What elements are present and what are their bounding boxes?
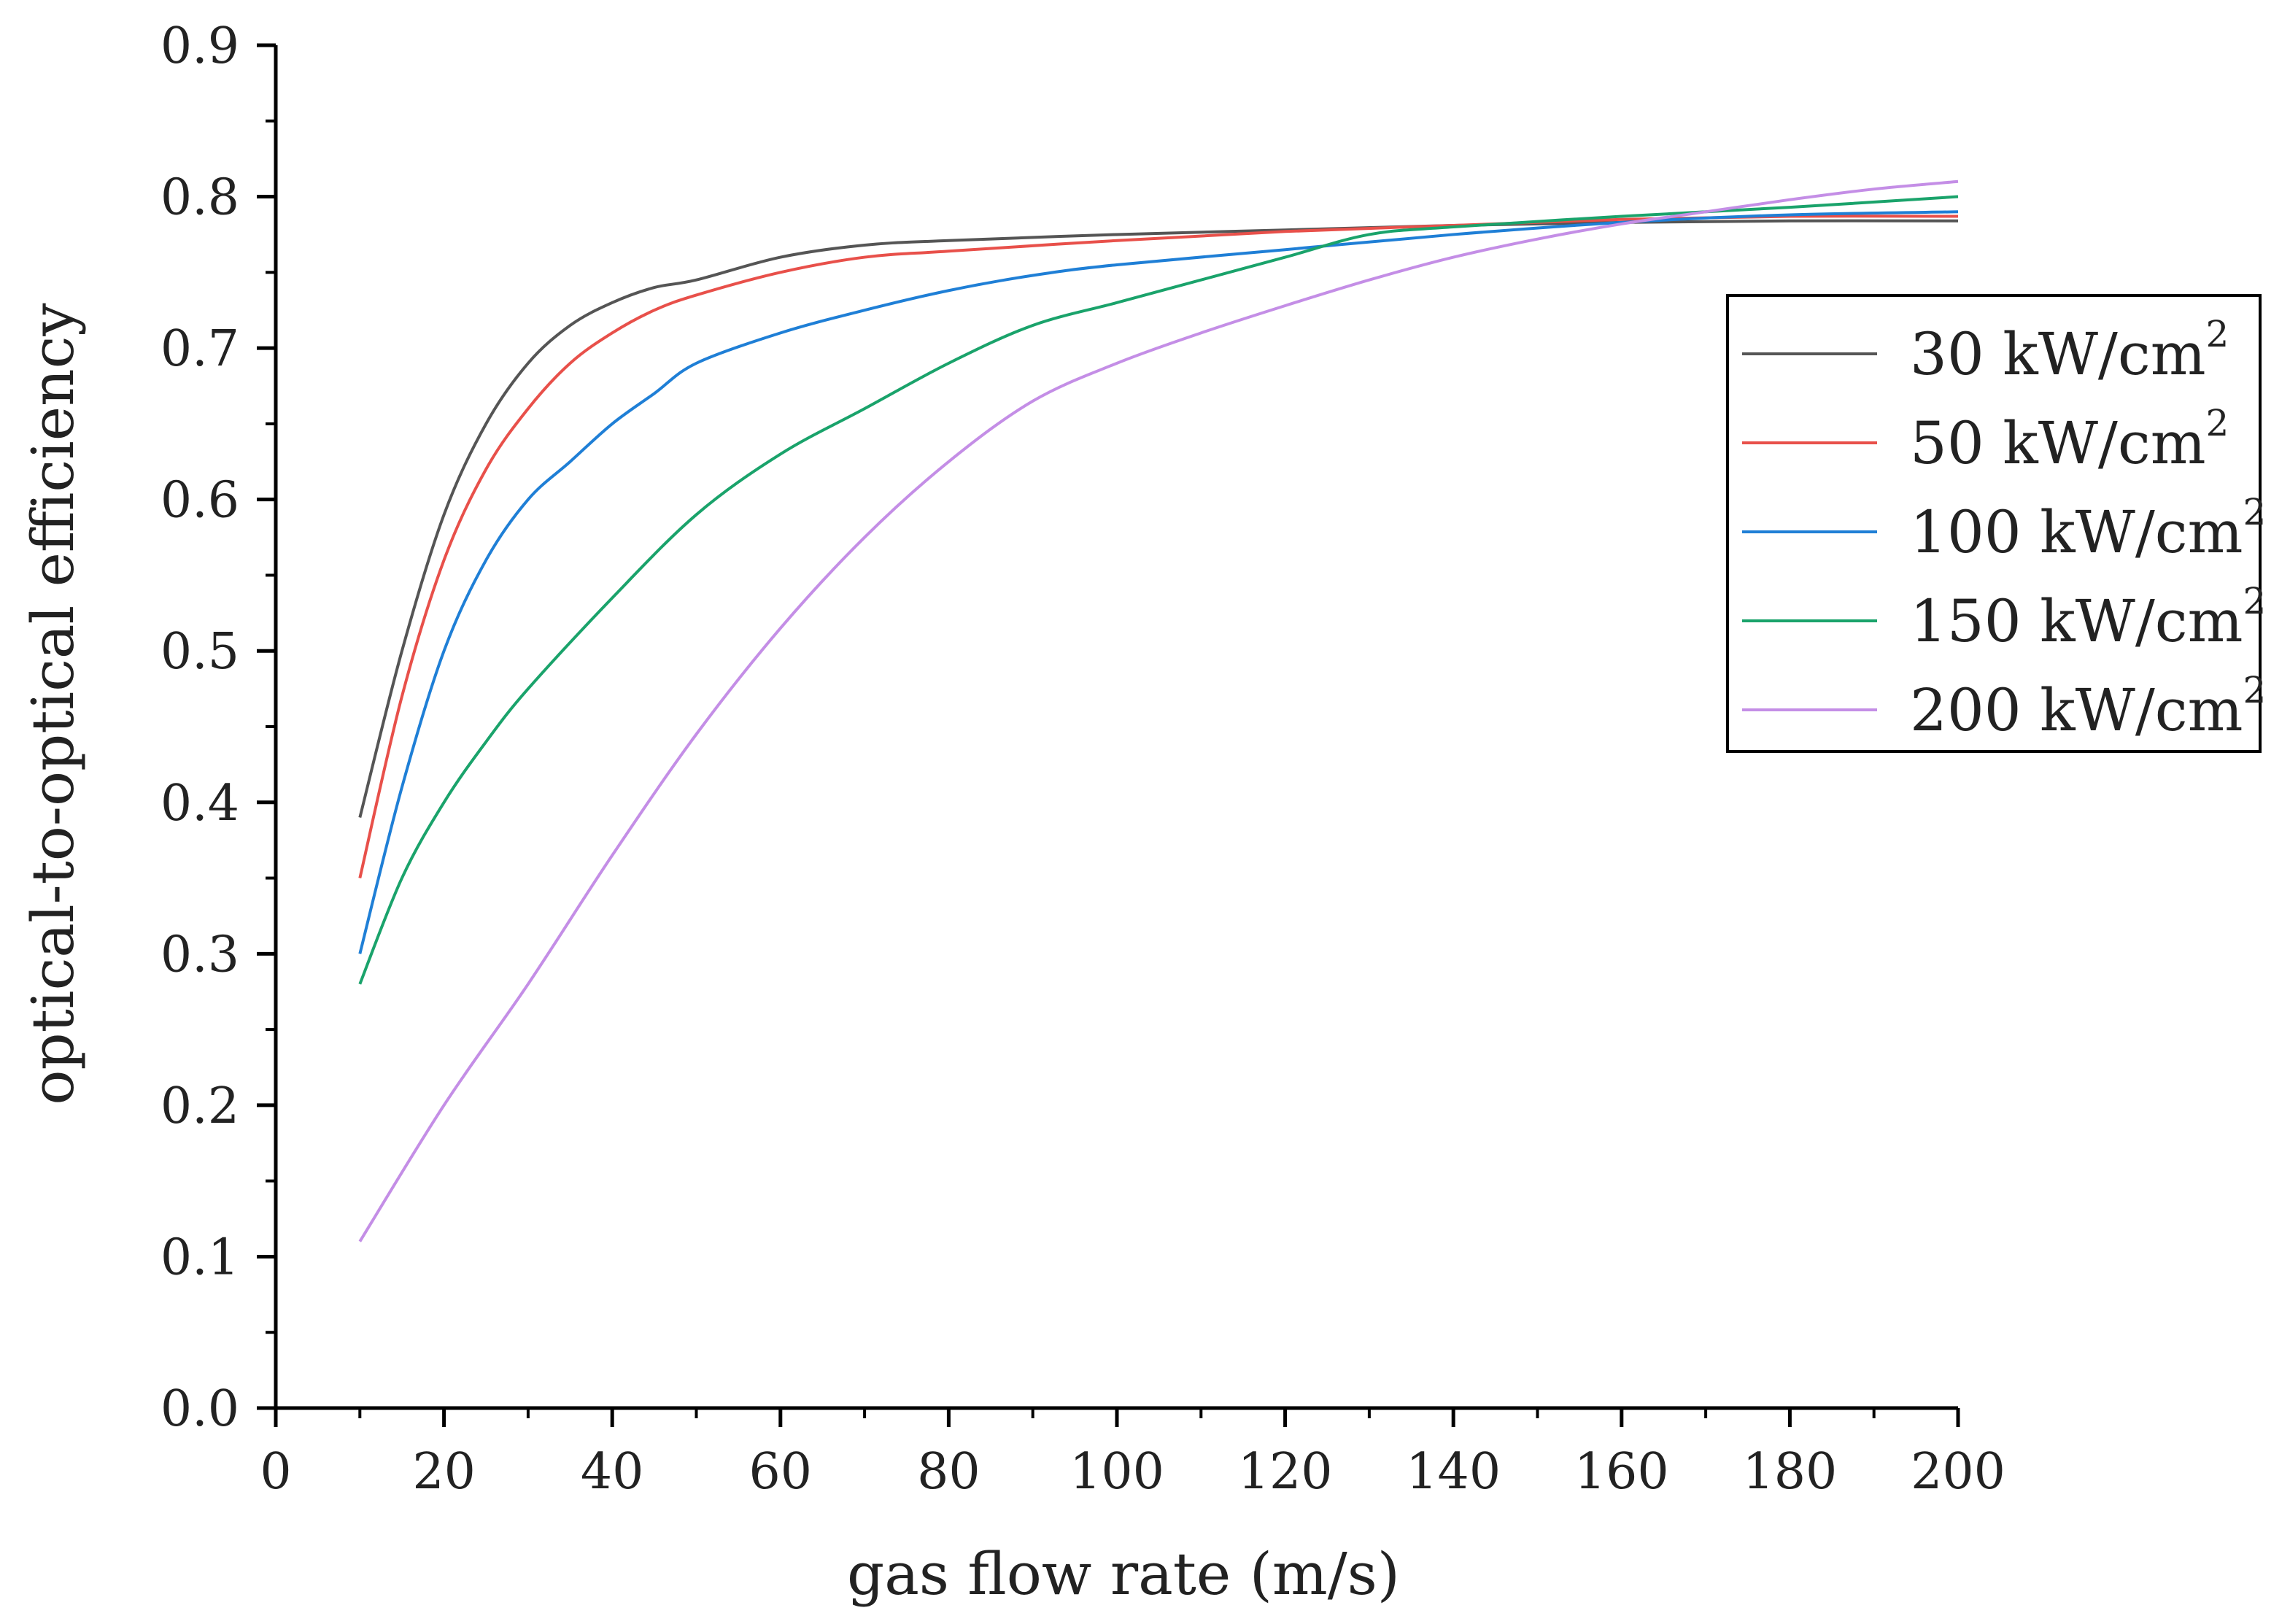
legend-label-superscript: 2 — [2206, 313, 2229, 355]
y-tick-label: 0.2 — [160, 1078, 239, 1135]
legend-box — [1726, 294, 2262, 753]
x-tick-label: 140 — [1406, 1443, 1501, 1501]
legend-label: 30 kW/cm2 — [1910, 313, 2229, 388]
x-tick-label: 0 — [260, 1443, 291, 1501]
legend-label: 50 kW/cm2 — [1910, 402, 2229, 477]
x-tick-label: 40 — [581, 1443, 644, 1501]
legend-label-superscript: 2 — [2243, 669, 2266, 711]
y-axis-title: optical-to-optical efficiency — [19, 303, 87, 1105]
x-tick-label: 100 — [1069, 1443, 1164, 1501]
legend-label-superscript: 2 — [2243, 491, 2266, 533]
legend-label-superscript: 2 — [2206, 402, 2229, 444]
series-line-2 — [358, 214, 1959, 879]
x-axis: 0 20 40 60 80 100 120 140 160 180 200 — [260, 1408, 2005, 1501]
legend-label: 200 kW/cm2 — [1910, 669, 2266, 744]
legend: 30 kW/cm2 50 kW/cm2 100 kW/cm2 150 kW/cm2 20… — [1726, 294, 2266, 753]
x-tick-label: 60 — [749, 1443, 813, 1501]
y-axis: 0.0 0.1 0.2 0.3 0.4 0.5 0.6 0.7 0.8 0.9 — [160, 18, 276, 1438]
y-tick-label: 0.9 — [160, 18, 239, 75]
y-tick-label: 0.1 — [160, 1229, 239, 1286]
y-tick-label: 0.6 — [160, 472, 239, 530]
y-tick-label: 0.7 — [160, 320, 239, 378]
legend-label: 150 kW/cm2 — [1910, 580, 2266, 655]
x-tick-label: 180 — [1743, 1443, 1838, 1501]
x-axis-title: gas flow rate (m/s) — [847, 1540, 1400, 1608]
y-tick-label: 0.0 — [160, 1380, 239, 1438]
series-line-3 — [358, 210, 1959, 954]
series-line-1 — [358, 219, 1959, 819]
x-tick-label: 120 — [1238, 1443, 1333, 1501]
y-tick-label: 0.4 — [160, 775, 239, 832]
x-tick-label: 160 — [1574, 1443, 1669, 1501]
series-line-5 — [358, 179, 1959, 1242]
series-lines — [358, 179, 1959, 1242]
y-tick-label: 0.3 — [160, 926, 239, 983]
legend-label: 100 kW/cm2 — [1910, 491, 2266, 566]
y-tick-label: 0.5 — [160, 623, 239, 681]
y-tick-label: 0.8 — [160, 169, 239, 227]
x-tick-label: 80 — [917, 1443, 980, 1501]
series-line-4 — [358, 195, 1959, 985]
x-tick-label: 200 — [1911, 1443, 2005, 1501]
plot-frame — [274, 45, 1958, 1410]
legend-label-superscript: 2 — [2243, 580, 2266, 622]
x-tick-label: 20 — [412, 1443, 476, 1501]
